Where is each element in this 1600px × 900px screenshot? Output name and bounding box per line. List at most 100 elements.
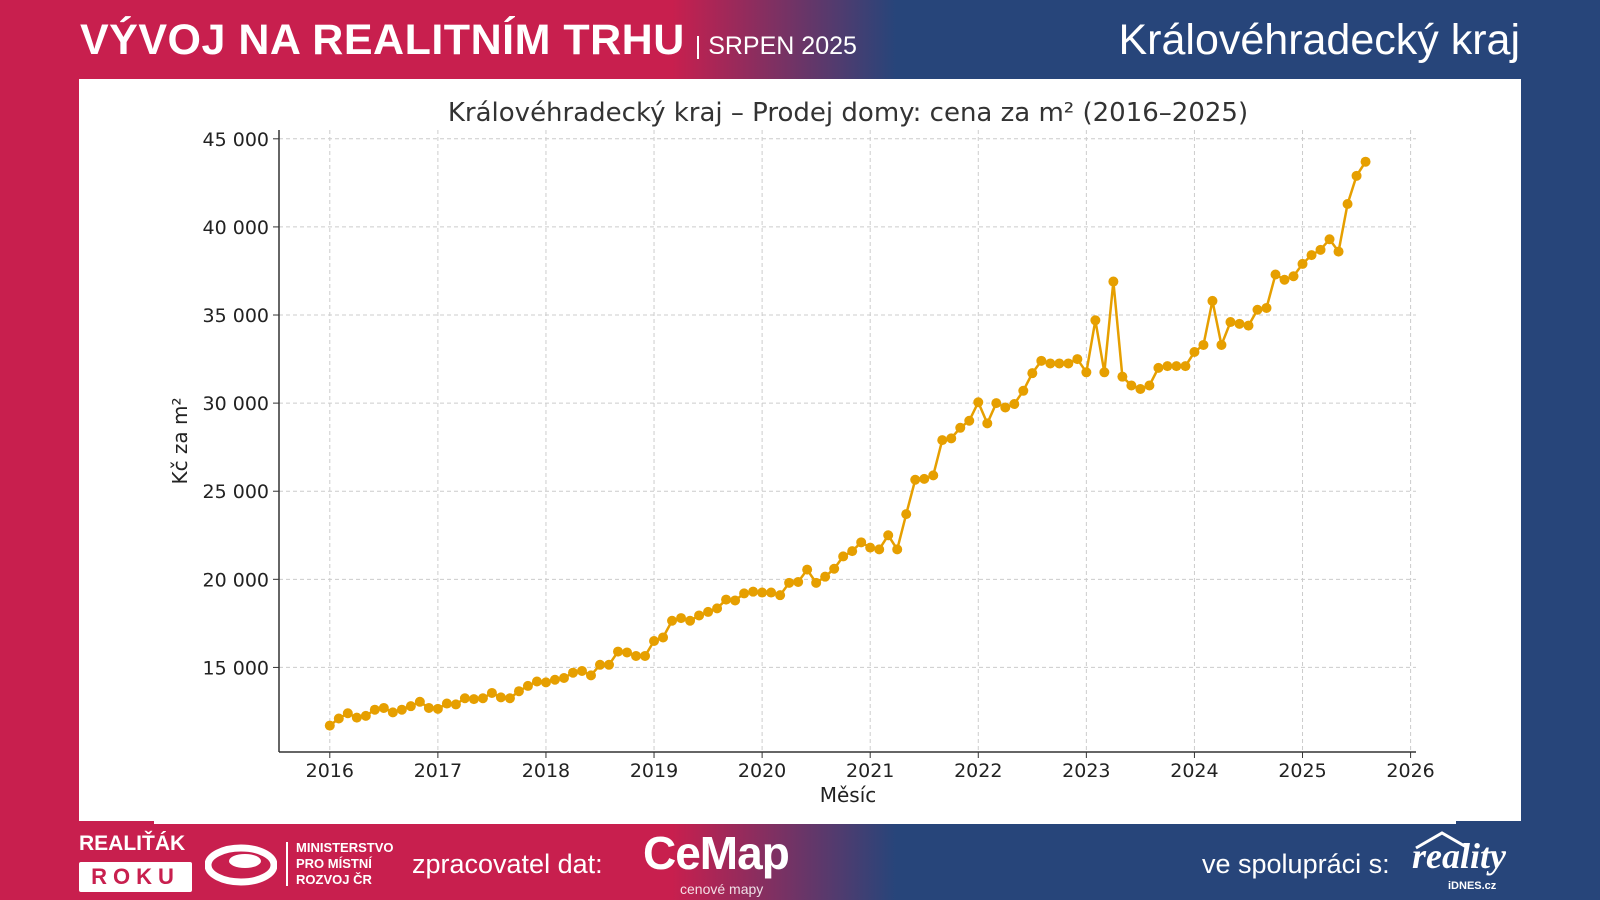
data-point — [351, 712, 362, 723]
partner-label: ve spolupráci s: — [1202, 849, 1390, 879]
data-point — [829, 563, 840, 574]
data-point — [1036, 355, 1047, 366]
data-point — [333, 713, 344, 724]
data-point — [946, 433, 957, 444]
data-point — [1288, 271, 1299, 282]
data-point — [811, 577, 822, 588]
data-point — [712, 603, 723, 614]
data-point — [964, 415, 975, 426]
data-point — [658, 632, 669, 643]
data-point — [1225, 317, 1236, 328]
y-tick-label: 40 000 — [203, 217, 269, 239]
data-point — [369, 704, 380, 715]
data-point — [775, 590, 786, 601]
data-point — [1054, 358, 1065, 369]
data-point — [838, 551, 849, 562]
ministry-line: PRO MÍSTNÍ — [296, 856, 372, 871]
data-point — [1324, 234, 1335, 245]
data-point — [1315, 244, 1326, 255]
header-subtitle: | SRPEN 2025 — [694, 32, 857, 60]
house-roof-icon — [1415, 831, 1469, 850]
data-point — [739, 588, 750, 599]
chart-title: Královéhradecký kraj – Prodej domy: cena… — [448, 98, 1248, 128]
data-point — [1261, 302, 1272, 313]
reality-logo: reality — [1412, 836, 1506, 876]
data-point — [1360, 156, 1371, 167]
data-point — [667, 615, 678, 626]
series-line — [329, 161, 1367, 727]
data-point — [757, 587, 768, 598]
data-point — [1144, 380, 1155, 391]
data-point — [468, 694, 479, 705]
x-tick-label: 2020 — [738, 760, 786, 782]
data-point — [360, 710, 371, 721]
realitak-logo-text: REALIŤÁK — [79, 832, 186, 855]
data-point — [793, 576, 804, 587]
x-tick-label: 2024 — [1170, 760, 1218, 782]
data-point — [1207, 295, 1218, 306]
data-point — [730, 595, 741, 606]
header-region: Královéhradecký kraj — [1118, 16, 1520, 64]
data-point — [1027, 368, 1038, 379]
header-title-row: VÝVOJ NA REALITNÍM TRHU | SRPEN 2025 — [80, 14, 857, 66]
data-point — [522, 680, 533, 691]
data-point — [622, 647, 633, 658]
cemap-logo: CeMap — [643, 827, 790, 879]
ministry-line: MINISTERSTVO — [296, 840, 394, 855]
data-point — [982, 418, 993, 429]
data-point — [1216, 339, 1227, 350]
data-point — [613, 646, 624, 657]
data-point — [910, 474, 921, 485]
data-point — [531, 676, 542, 687]
data-point — [1045, 358, 1056, 369]
x-tick-label: 2019 — [630, 760, 678, 782]
data-point — [549, 674, 560, 685]
data-point — [694, 610, 705, 621]
data-point — [567, 667, 578, 678]
data-point — [558, 672, 569, 683]
ministry-name: MINISTERSTVO PRO MÍSTNÍ ROZVOJ ČR — [296, 840, 394, 888]
data-point — [919, 473, 930, 484]
data-point — [486, 687, 497, 698]
y-tick-label: 35 000 — [203, 305, 269, 327]
data-point — [1171, 361, 1182, 372]
x-tick-label: 2017 — [414, 760, 462, 782]
data-point — [1180, 361, 1191, 372]
data-point — [1135, 384, 1146, 395]
data-point — [883, 530, 894, 541]
data-point — [1117, 371, 1128, 382]
x-tick-label: 2018 — [522, 760, 570, 782]
data-point — [1297, 258, 1308, 269]
cemap-subtitle: cenové mapy — [680, 881, 764, 897]
data-point — [414, 696, 425, 707]
data-point — [396, 704, 407, 715]
data-point — [973, 397, 984, 408]
data-point — [495, 692, 506, 703]
data-point — [594, 659, 605, 670]
data-point — [865, 542, 876, 553]
data-point — [928, 470, 939, 481]
data-point — [1000, 402, 1011, 413]
data-point — [802, 564, 813, 575]
data-point — [1189, 347, 1200, 358]
data-point — [513, 686, 524, 697]
data-point — [504, 693, 515, 704]
x-tick-label: 2016 — [306, 760, 354, 782]
data-point — [1090, 315, 1101, 326]
data-point — [477, 693, 488, 704]
x-tick-label: 2022 — [954, 760, 1002, 782]
data-point — [604, 659, 615, 670]
data-point — [324, 720, 335, 731]
data-point — [676, 613, 687, 624]
data-point — [378, 702, 389, 713]
data-point — [1009, 398, 1020, 409]
data-point — [432, 703, 443, 714]
x-tick-label: 2023 — [1062, 760, 1110, 782]
chart-panel — [79, 79, 1521, 821]
data-point — [459, 693, 470, 704]
x-tick-label: 2021 — [846, 760, 894, 782]
data-point — [1126, 380, 1137, 391]
data-point — [1099, 367, 1110, 378]
data-point — [991, 398, 1002, 409]
data-point — [1279, 274, 1290, 285]
